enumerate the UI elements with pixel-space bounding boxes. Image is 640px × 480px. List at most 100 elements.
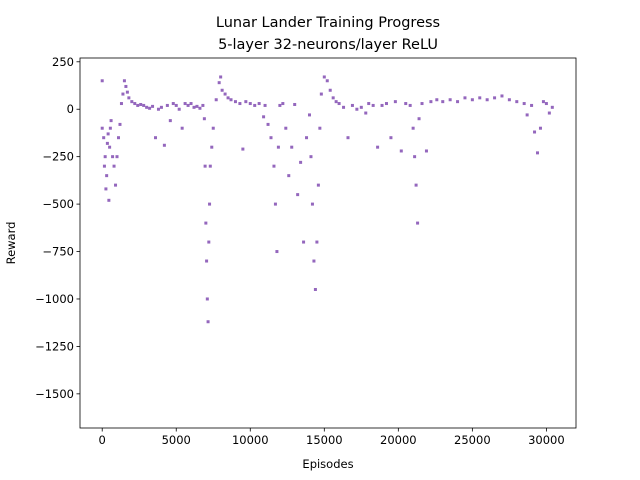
data-point — [183, 102, 187, 106]
data-point — [263, 103, 267, 107]
data-point — [136, 103, 140, 107]
data-point — [107, 198, 111, 202]
data-point — [210, 145, 214, 149]
data-point — [145, 105, 149, 109]
data-point — [290, 145, 294, 149]
data-point — [399, 149, 403, 153]
data-point — [262, 115, 266, 119]
data-point — [139, 102, 143, 106]
data-point — [174, 103, 178, 107]
data-point — [310, 202, 314, 206]
data-point — [223, 92, 227, 96]
data-point — [162, 143, 166, 147]
data-point — [413, 155, 417, 159]
data-point — [117, 136, 120, 140]
x-tick-label: 15000 — [306, 433, 343, 447]
data-point — [109, 119, 113, 123]
data-point — [550, 105, 554, 109]
data-point — [522, 102, 526, 106]
data-point — [102, 136, 106, 140]
data-point — [281, 102, 285, 106]
data-point — [207, 240, 211, 244]
data-point — [275, 250, 279, 254]
data-point — [334, 100, 338, 104]
y-tick-label: −1000 — [35, 292, 74, 306]
data-point — [318, 126, 322, 130]
y-axis-title: Reward — [4, 222, 18, 265]
data-point — [211, 126, 215, 130]
data-point — [269, 136, 273, 140]
x-tick-label: 0 — [99, 433, 106, 447]
y-tick-label: −1250 — [35, 339, 74, 353]
data-point — [416, 221, 420, 225]
data-point — [229, 98, 233, 102]
y-tick-label: 0 — [67, 102, 74, 116]
data-point — [536, 151, 539, 155]
data-point — [180, 126, 184, 130]
data-point — [408, 103, 412, 107]
data-point — [441, 100, 445, 104]
x-axis-title: Episodes — [302, 457, 353, 471]
data-point — [302, 240, 306, 244]
data-point — [100, 79, 104, 83]
data-point — [204, 221, 208, 225]
points-layer — [100, 75, 554, 324]
data-point — [220, 88, 224, 92]
data-point — [201, 103, 205, 107]
data-point — [544, 102, 548, 106]
x-axis: 0 5000 10000 15000 20000 25000 30000 — [99, 428, 565, 447]
data-point — [202, 117, 206, 121]
data-point — [133, 102, 137, 106]
data-point — [106, 132, 110, 136]
data-point — [359, 105, 363, 109]
data-point — [186, 103, 190, 107]
data-point — [331, 96, 335, 100]
chart-title: Lunar Lander Training Progress — [216, 15, 440, 31]
data-point — [241, 147, 245, 151]
data-point — [121, 92, 125, 96]
plot-frame — [79, 57, 577, 429]
data-point — [393, 100, 397, 104]
data-point — [414, 183, 418, 187]
data-point — [533, 130, 537, 134]
data-point — [316, 183, 320, 187]
data-point — [500, 94, 504, 98]
data-point — [203, 164, 207, 168]
data-point — [165, 103, 169, 107]
data-point — [547, 111, 551, 115]
data-point — [299, 160, 303, 164]
data-point — [313, 287, 317, 291]
data-point — [463, 96, 467, 100]
data-point — [266, 122, 270, 126]
data-point — [337, 102, 341, 106]
data-point — [411, 126, 415, 130]
data-point — [154, 136, 158, 140]
data-point — [493, 96, 497, 100]
data-point — [322, 75, 326, 79]
data-point — [342, 105, 346, 109]
data-point — [287, 174, 291, 178]
data-point — [253, 103, 257, 107]
x-tick-label: 30000 — [528, 433, 565, 447]
x-tick-label: 25000 — [454, 433, 491, 447]
data-point — [435, 98, 439, 102]
data-point — [233, 100, 237, 104]
data-point — [312, 259, 316, 263]
data-point — [156, 107, 160, 111]
data-point — [103, 155, 107, 159]
data-point — [429, 100, 433, 104]
data-point — [541, 100, 545, 104]
data-point — [105, 174, 109, 178]
chart-subtitle: 5-layer 32-neurons/layer ReLU — [218, 37, 438, 53]
data-point — [244, 100, 248, 104]
data-point — [525, 113, 529, 117]
data-point — [355, 107, 359, 111]
data-point — [108, 126, 112, 130]
data-point — [226, 96, 230, 100]
data-point — [214, 98, 218, 102]
data-point — [119, 102, 123, 106]
data-point — [105, 141, 109, 145]
data-point — [189, 102, 193, 106]
y-tick-label: 250 — [52, 55, 74, 69]
data-point — [384, 102, 388, 106]
